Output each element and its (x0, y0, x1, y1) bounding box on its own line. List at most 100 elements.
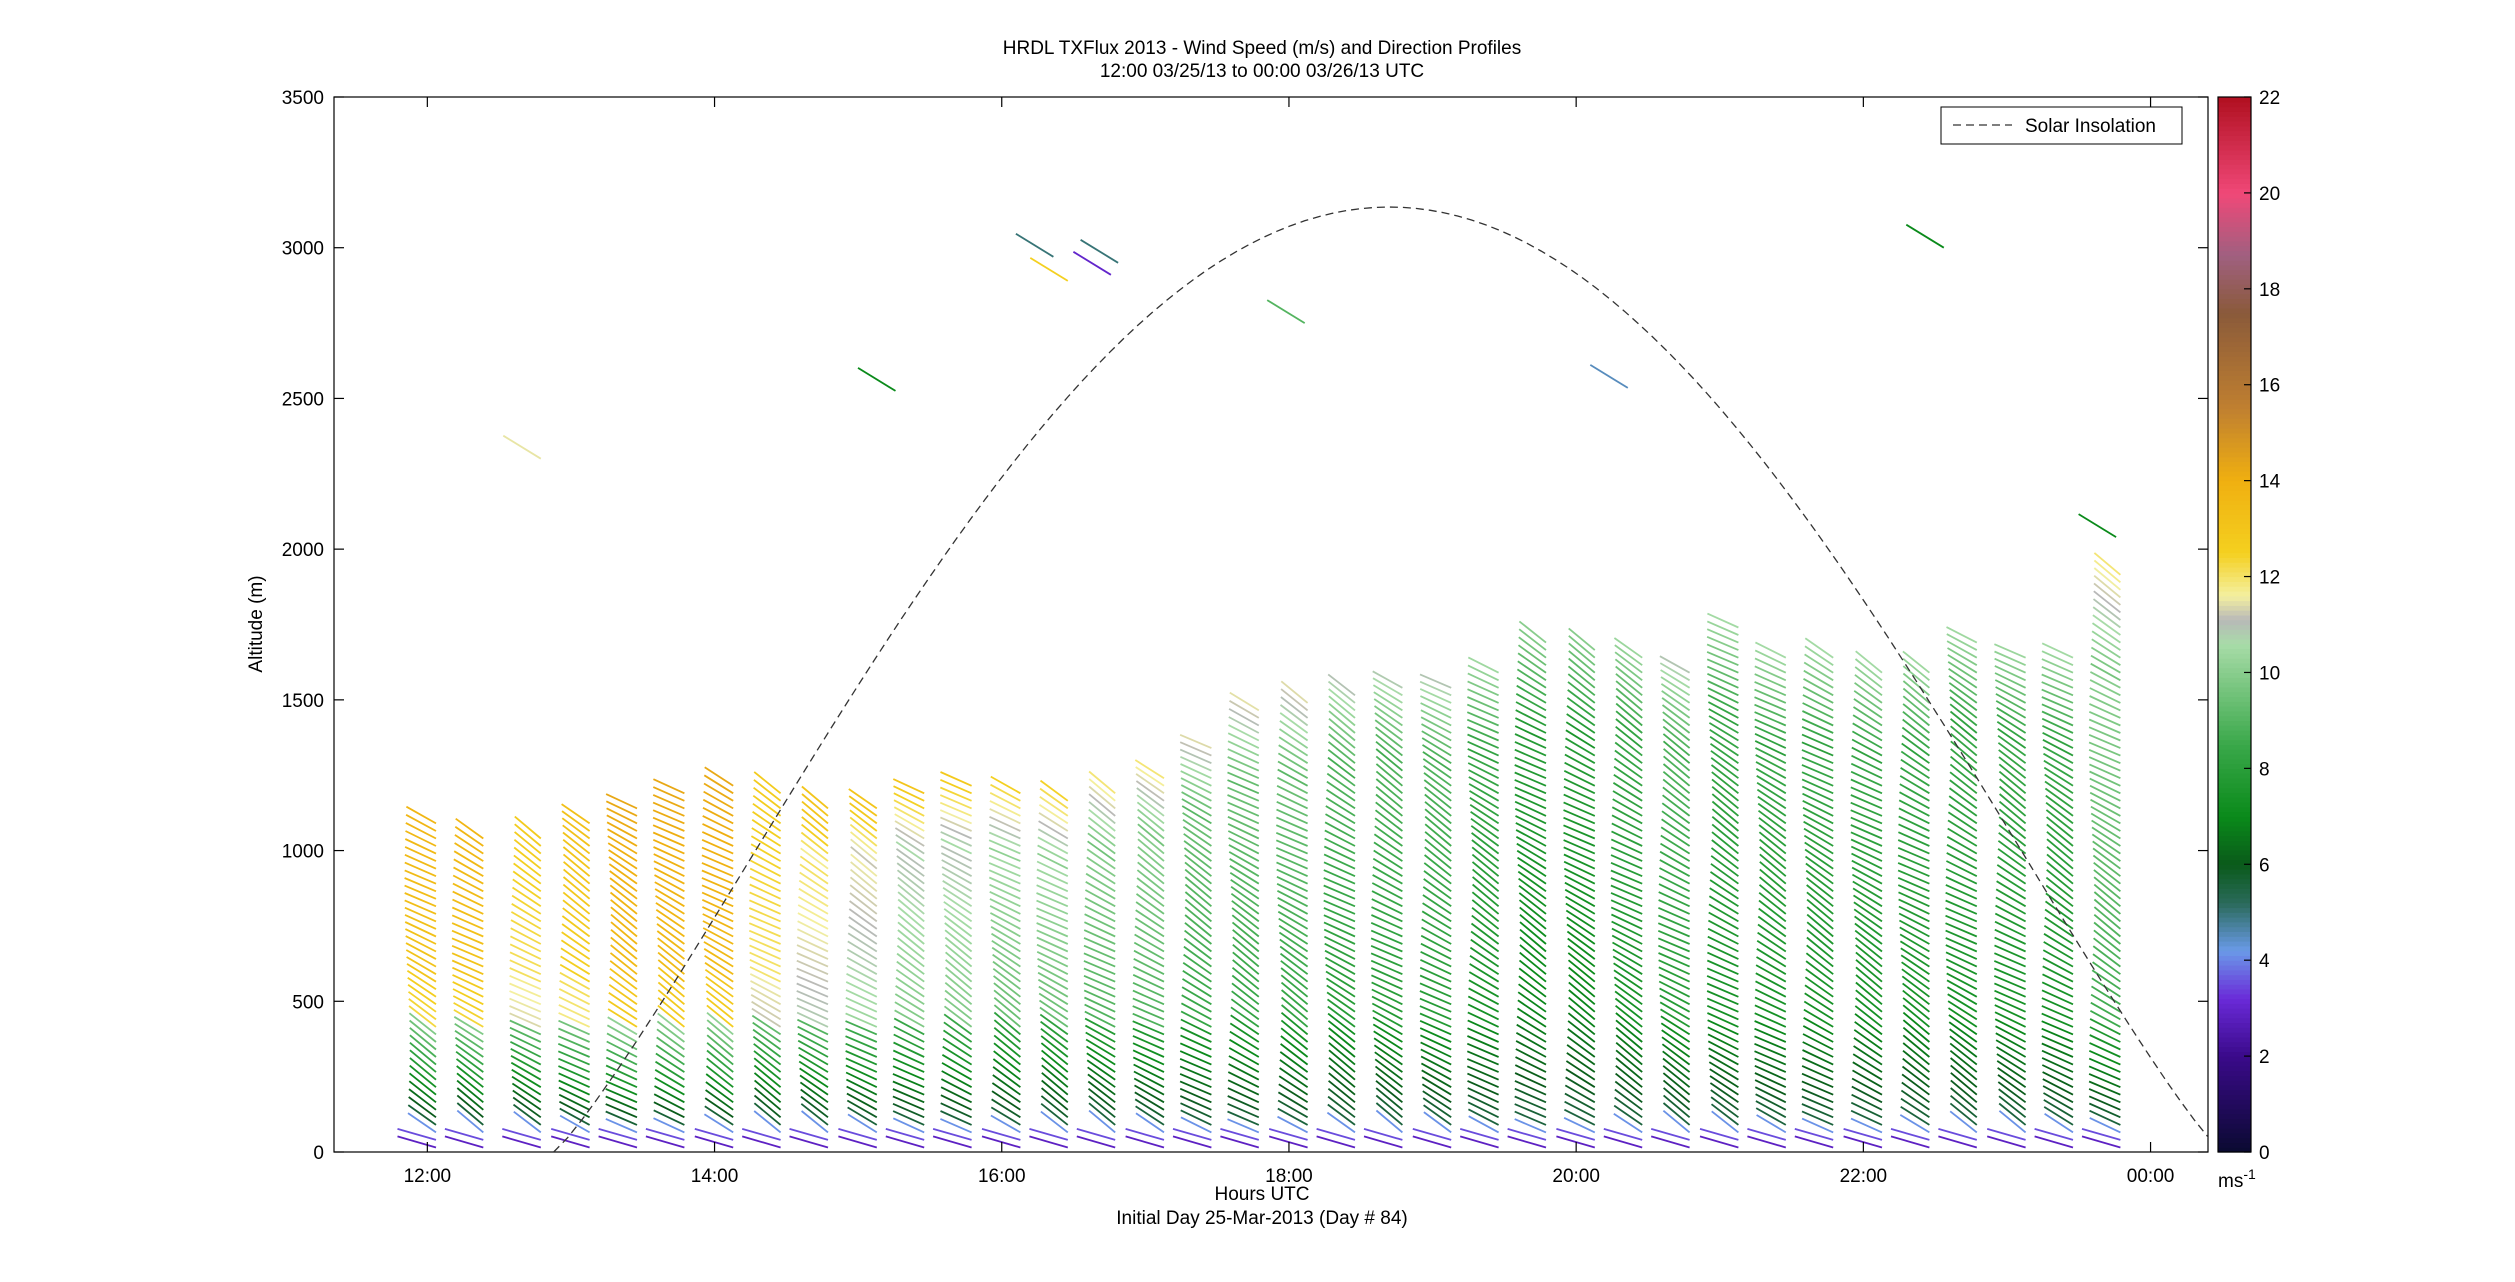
wind-barb (2042, 1085, 2074, 1104)
wind-barb (1613, 765, 1643, 787)
colorbar-segment (2218, 835, 2251, 841)
wind-barb (989, 905, 1021, 923)
wind-barb (845, 1078, 878, 1096)
wind-barb (1754, 725, 1787, 742)
wind-barb (1854, 682, 1883, 704)
wind-barb (894, 993, 925, 1013)
wind-barb (2045, 801, 2074, 825)
wind-barb (1470, 938, 1500, 960)
wind-barb (1899, 933, 1930, 953)
wind-barb (557, 1035, 590, 1051)
wind-barb (1659, 1001, 1691, 1021)
wind-barb (454, 1022, 484, 1043)
wind-barb (702, 815, 734, 832)
wind-barb (990, 919, 1021, 938)
wind-barb (1902, 1050, 1930, 1073)
wind-barb (404, 921, 437, 938)
wind-barb (1754, 718, 1787, 734)
wind-barb (1133, 957, 1165, 976)
wind-barb (893, 806, 925, 825)
wind-barb (407, 1112, 437, 1134)
wind-barb (609, 967, 638, 990)
wind-barb (1754, 641, 1787, 659)
wind-barb (1949, 779, 1978, 802)
wind-barb (1855, 997, 1883, 1021)
wind-barb (1711, 839, 1739, 862)
wind-barb (1897, 862, 1930, 878)
wind-barb (562, 883, 591, 907)
wind-barb (800, 1088, 829, 1111)
wind-barb (1610, 838, 1643, 855)
y-axis-label: Altitude (m) (246, 575, 267, 672)
wind-barb (1087, 824, 1116, 847)
wind-barb (1711, 793, 1739, 817)
wind-barb (1851, 746, 1883, 764)
wind-barb (1514, 1080, 1547, 1096)
wind-barb (1805, 960, 1834, 983)
wind-barb (1424, 846, 1452, 870)
wind-barb (1805, 968, 1834, 990)
wind-barb (657, 951, 685, 975)
wind-barb (1986, 1135, 2026, 1149)
wind-barb (1801, 764, 1834, 780)
colorbar-segment (2218, 207, 2251, 213)
wind-barb (1611, 920, 1643, 938)
wind-barb (560, 947, 591, 968)
wind-barb (405, 942, 437, 960)
wind-barb (1037, 971, 1069, 990)
wind-barb (941, 1062, 973, 1081)
wind-barb (741, 1128, 781, 1141)
wind-barb (1658, 966, 1690, 983)
wind-barb (509, 1005, 542, 1021)
wind-barb (1803, 820, 1834, 840)
wind-barb (1180, 1109, 1212, 1126)
wind-barb (1994, 912, 2027, 930)
wind-barb (563, 861, 591, 885)
wind-barb (2089, 1034, 2121, 1051)
wind-barb (2093, 906, 2121, 930)
wind-barb (848, 916, 878, 938)
wind-barb (1519, 914, 1547, 938)
wind-barb (1603, 1128, 1643, 1141)
colorbar-segment (2218, 538, 2251, 544)
wind-barb (509, 1040, 542, 1058)
wind-barb (1087, 1080, 1116, 1104)
wind-barb (1514, 725, 1547, 742)
wind-barb (789, 1135, 829, 1149)
wind-barb (1999, 793, 2027, 817)
wind-barb (1518, 636, 1547, 659)
wind-barb (703, 782, 734, 802)
colorbar-segment (2218, 624, 2251, 630)
wind-barb (1184, 891, 1212, 915)
wind-barb (1755, 761, 1787, 779)
wind-barb (558, 988, 591, 1006)
wind-barb (749, 859, 782, 877)
wind-barb (847, 932, 878, 953)
wind-barb (1039, 999, 1069, 1021)
wind-barb (1036, 868, 1069, 885)
wind-barb (1278, 728, 1309, 749)
wind-barb (608, 863, 638, 885)
wind-barb (1661, 810, 1691, 832)
colorbar-segment (2218, 413, 2251, 419)
wind-barb (749, 966, 781, 983)
wind-barb (1468, 783, 1500, 802)
wind-barb (1947, 654, 1978, 674)
wind-barb (2093, 876, 2121, 900)
wind-barb (1897, 846, 1930, 862)
wind-barb (2091, 826, 2121, 847)
wind-barb (1950, 1095, 1978, 1118)
wind-barb (2092, 953, 2121, 975)
wind-barb (897, 913, 925, 938)
wind-barb (451, 952, 484, 968)
wind-barb (1613, 976, 1643, 998)
wind-barb (1371, 995, 1403, 1013)
wind-barb (1946, 852, 1978, 870)
colorbar-segment (2218, 1017, 2251, 1024)
wind-barb (1227, 771, 1260, 787)
wind-barb (2041, 1042, 2074, 1058)
wind-barb (1855, 966, 1883, 990)
wind-barb (1851, 754, 1883, 772)
wind-barb (895, 848, 925, 870)
wind-barb (796, 967, 829, 983)
